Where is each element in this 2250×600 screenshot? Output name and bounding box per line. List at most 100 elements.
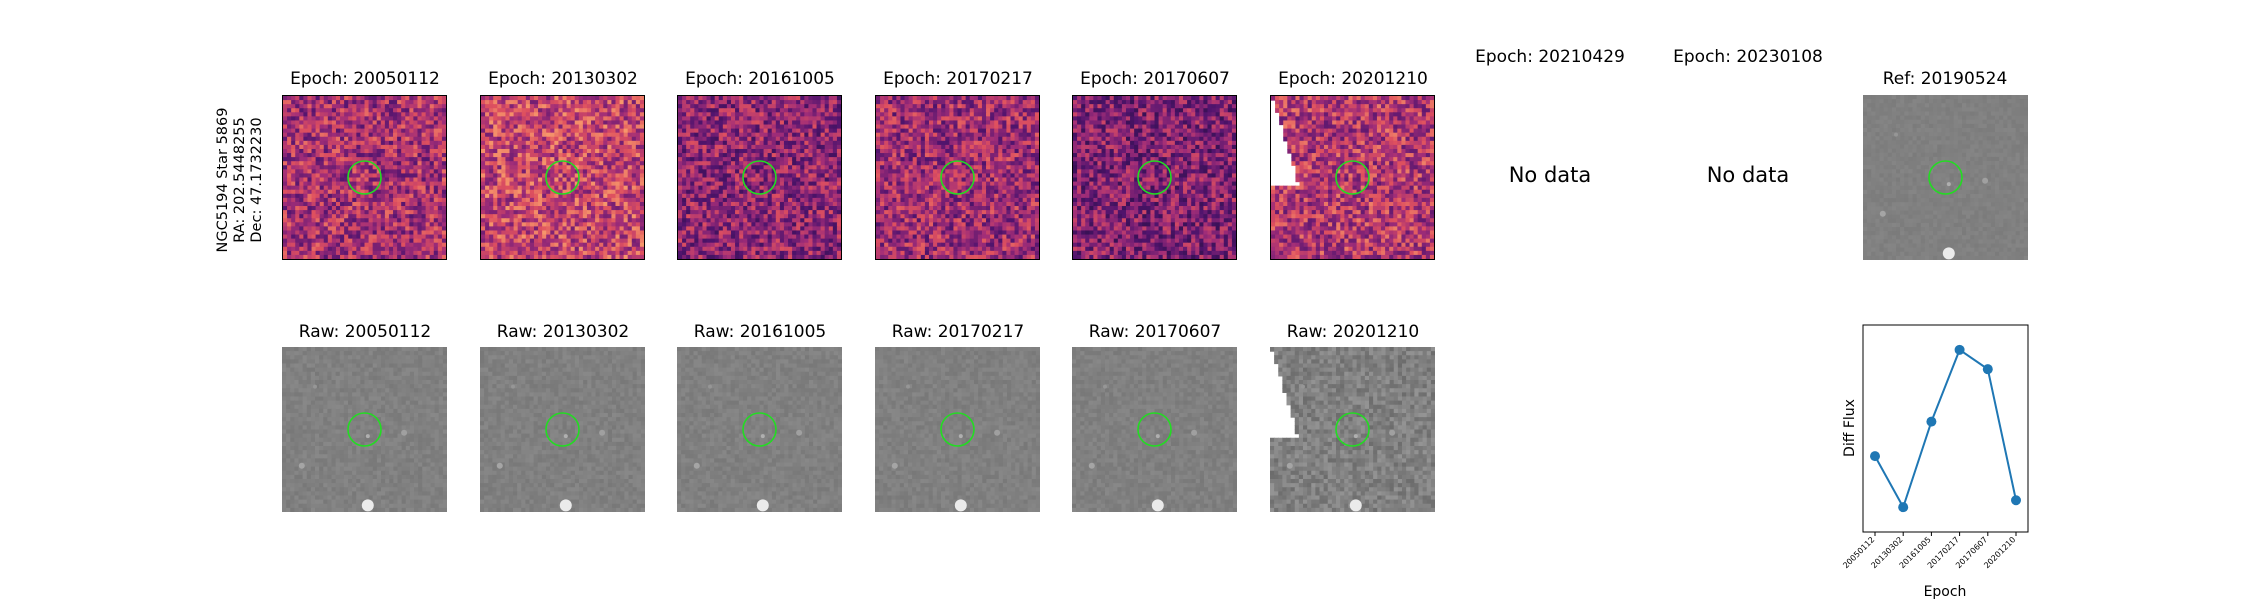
difference-pixel-grid bbox=[1271, 96, 1434, 259]
star-blob bbox=[1389, 429, 1396, 436]
star-blob bbox=[760, 434, 765, 439]
difference-pixel-grid bbox=[876, 96, 1039, 259]
series-diff-flux bbox=[1870, 344, 2021, 513]
difference-pixel-grid bbox=[1073, 96, 1236, 259]
aperture-circle bbox=[940, 412, 975, 447]
aperture-circle bbox=[1928, 160, 1963, 195]
difference-pixel-grid bbox=[283, 96, 446, 259]
star-blob bbox=[1151, 499, 1164, 512]
star-blob bbox=[496, 462, 503, 469]
star-blob bbox=[1879, 210, 1886, 217]
aperture-circle bbox=[1335, 160, 1370, 195]
star-blob bbox=[994, 429, 1001, 436]
aperture-circle bbox=[742, 412, 777, 447]
star-blob bbox=[1349, 499, 1362, 512]
raw-image bbox=[875, 347, 1040, 512]
star-blob bbox=[365, 434, 370, 439]
star-blob bbox=[313, 384, 317, 389]
star-blob bbox=[1286, 462, 1293, 469]
star-blob bbox=[599, 429, 606, 436]
star-blob bbox=[1946, 182, 1951, 187]
star-blob bbox=[954, 499, 967, 512]
data-point bbox=[1926, 416, 1937, 427]
y-axis-label: Diff Flux bbox=[1842, 399, 1858, 457]
difference-pixel-grid bbox=[481, 96, 644, 259]
diff-panel-title: Epoch: 20050112 bbox=[265, 69, 465, 89]
data-point bbox=[1898, 502, 1909, 513]
raw-image bbox=[480, 347, 645, 512]
diff-panel-title: Epoch: 20230108 bbox=[1648, 47, 1848, 67]
raw-pixel-grid bbox=[1270, 347, 1435, 512]
star-blob bbox=[1088, 462, 1095, 469]
raw-panel-title: Raw: 20201210 bbox=[1253, 322, 1453, 342]
raw-pixel-grid bbox=[282, 347, 447, 512]
star-blob bbox=[958, 434, 963, 439]
raw-image bbox=[282, 347, 447, 512]
star-blob bbox=[1894, 132, 1898, 137]
raw-panel-title: Raw: 20170607 bbox=[1055, 322, 1255, 342]
light-curve-chart: 2005011220130302201610052017021720170607… bbox=[1841, 324, 2029, 600]
star-blob bbox=[1353, 434, 1358, 439]
aperture-circle bbox=[347, 160, 382, 195]
aperture-circle bbox=[1137, 160, 1172, 195]
diff-panel-title: Epoch: 20130302 bbox=[463, 69, 663, 89]
data-point bbox=[1982, 364, 1993, 375]
star-blob bbox=[906, 384, 910, 389]
no-data-message: No data bbox=[1450, 163, 1650, 187]
plot-frame bbox=[1862, 324, 2029, 533]
aperture-circle bbox=[1137, 412, 1172, 447]
data-point bbox=[1954, 344, 1965, 355]
raw-panel-title: Raw: 20050112 bbox=[265, 322, 465, 342]
star-blob bbox=[1103, 384, 1107, 389]
reference-image bbox=[1863, 95, 2028, 260]
star-blob bbox=[1191, 429, 1198, 436]
raw-panel-title: Raw: 20130302 bbox=[463, 322, 663, 342]
aperture-circle bbox=[347, 412, 382, 447]
difference-image bbox=[480, 95, 645, 260]
no-data-message: No data bbox=[1648, 163, 1848, 187]
star-blob bbox=[891, 462, 898, 469]
diff-panel-title: Epoch: 20170217 bbox=[858, 69, 1058, 89]
aperture-circle bbox=[545, 412, 580, 447]
star-blob bbox=[693, 462, 700, 469]
star-blob bbox=[361, 499, 374, 512]
data-point bbox=[1870, 451, 1880, 462]
raw-panel-title: Raw: 20161005 bbox=[660, 322, 860, 342]
object-ra: RA: 202.5448255 bbox=[232, 117, 248, 243]
star-blob bbox=[708, 384, 712, 389]
aperture-circle bbox=[940, 160, 975, 195]
aperture-circle bbox=[1335, 412, 1370, 447]
raw-pixel-grid bbox=[1072, 347, 1237, 512]
object-name: NGC5194 Star 5869 bbox=[215, 108, 231, 253]
x-axis-label: Epoch bbox=[1924, 584, 1967, 600]
diff-panel-title: Epoch: 20170607 bbox=[1055, 69, 1255, 89]
aperture-circle bbox=[742, 160, 777, 195]
difference-image bbox=[677, 95, 842, 260]
star-blob bbox=[1942, 247, 1955, 260]
star-blob bbox=[1155, 434, 1160, 439]
star-blob bbox=[796, 429, 803, 436]
diff-panel-title: Epoch: 20210429 bbox=[1450, 47, 1650, 67]
diff-panel-title: Epoch: 20161005 bbox=[660, 69, 860, 89]
raw-pixel-grid bbox=[875, 347, 1040, 512]
diff-panel-title: Epoch: 20201210 bbox=[1253, 69, 1453, 89]
difference-image bbox=[282, 95, 447, 260]
data-point bbox=[2011, 495, 2021, 506]
star-blob bbox=[1982, 177, 1989, 184]
star-blob bbox=[756, 499, 769, 512]
reference-panel-title: Ref: 20190524 bbox=[1845, 69, 2045, 89]
difference-image bbox=[1072, 95, 1237, 260]
star-blob bbox=[511, 384, 515, 389]
raw-pixel-grid bbox=[480, 347, 645, 512]
object-dec: Dec: 47.1732230 bbox=[249, 117, 265, 242]
star-blob bbox=[559, 499, 572, 512]
star-blob bbox=[1301, 384, 1305, 389]
series-line bbox=[1874, 348, 2017, 510]
star-blob bbox=[563, 434, 568, 439]
difference-image bbox=[875, 95, 1040, 260]
raw-image bbox=[1270, 347, 1435, 512]
raw-image bbox=[677, 347, 842, 512]
raw-panel-title: Raw: 20170217 bbox=[858, 322, 1058, 342]
raw-pixel-grid bbox=[1863, 95, 2028, 260]
x-axis-ticks: 2005011220130302201610052017021720170607… bbox=[1841, 532, 2017, 570]
